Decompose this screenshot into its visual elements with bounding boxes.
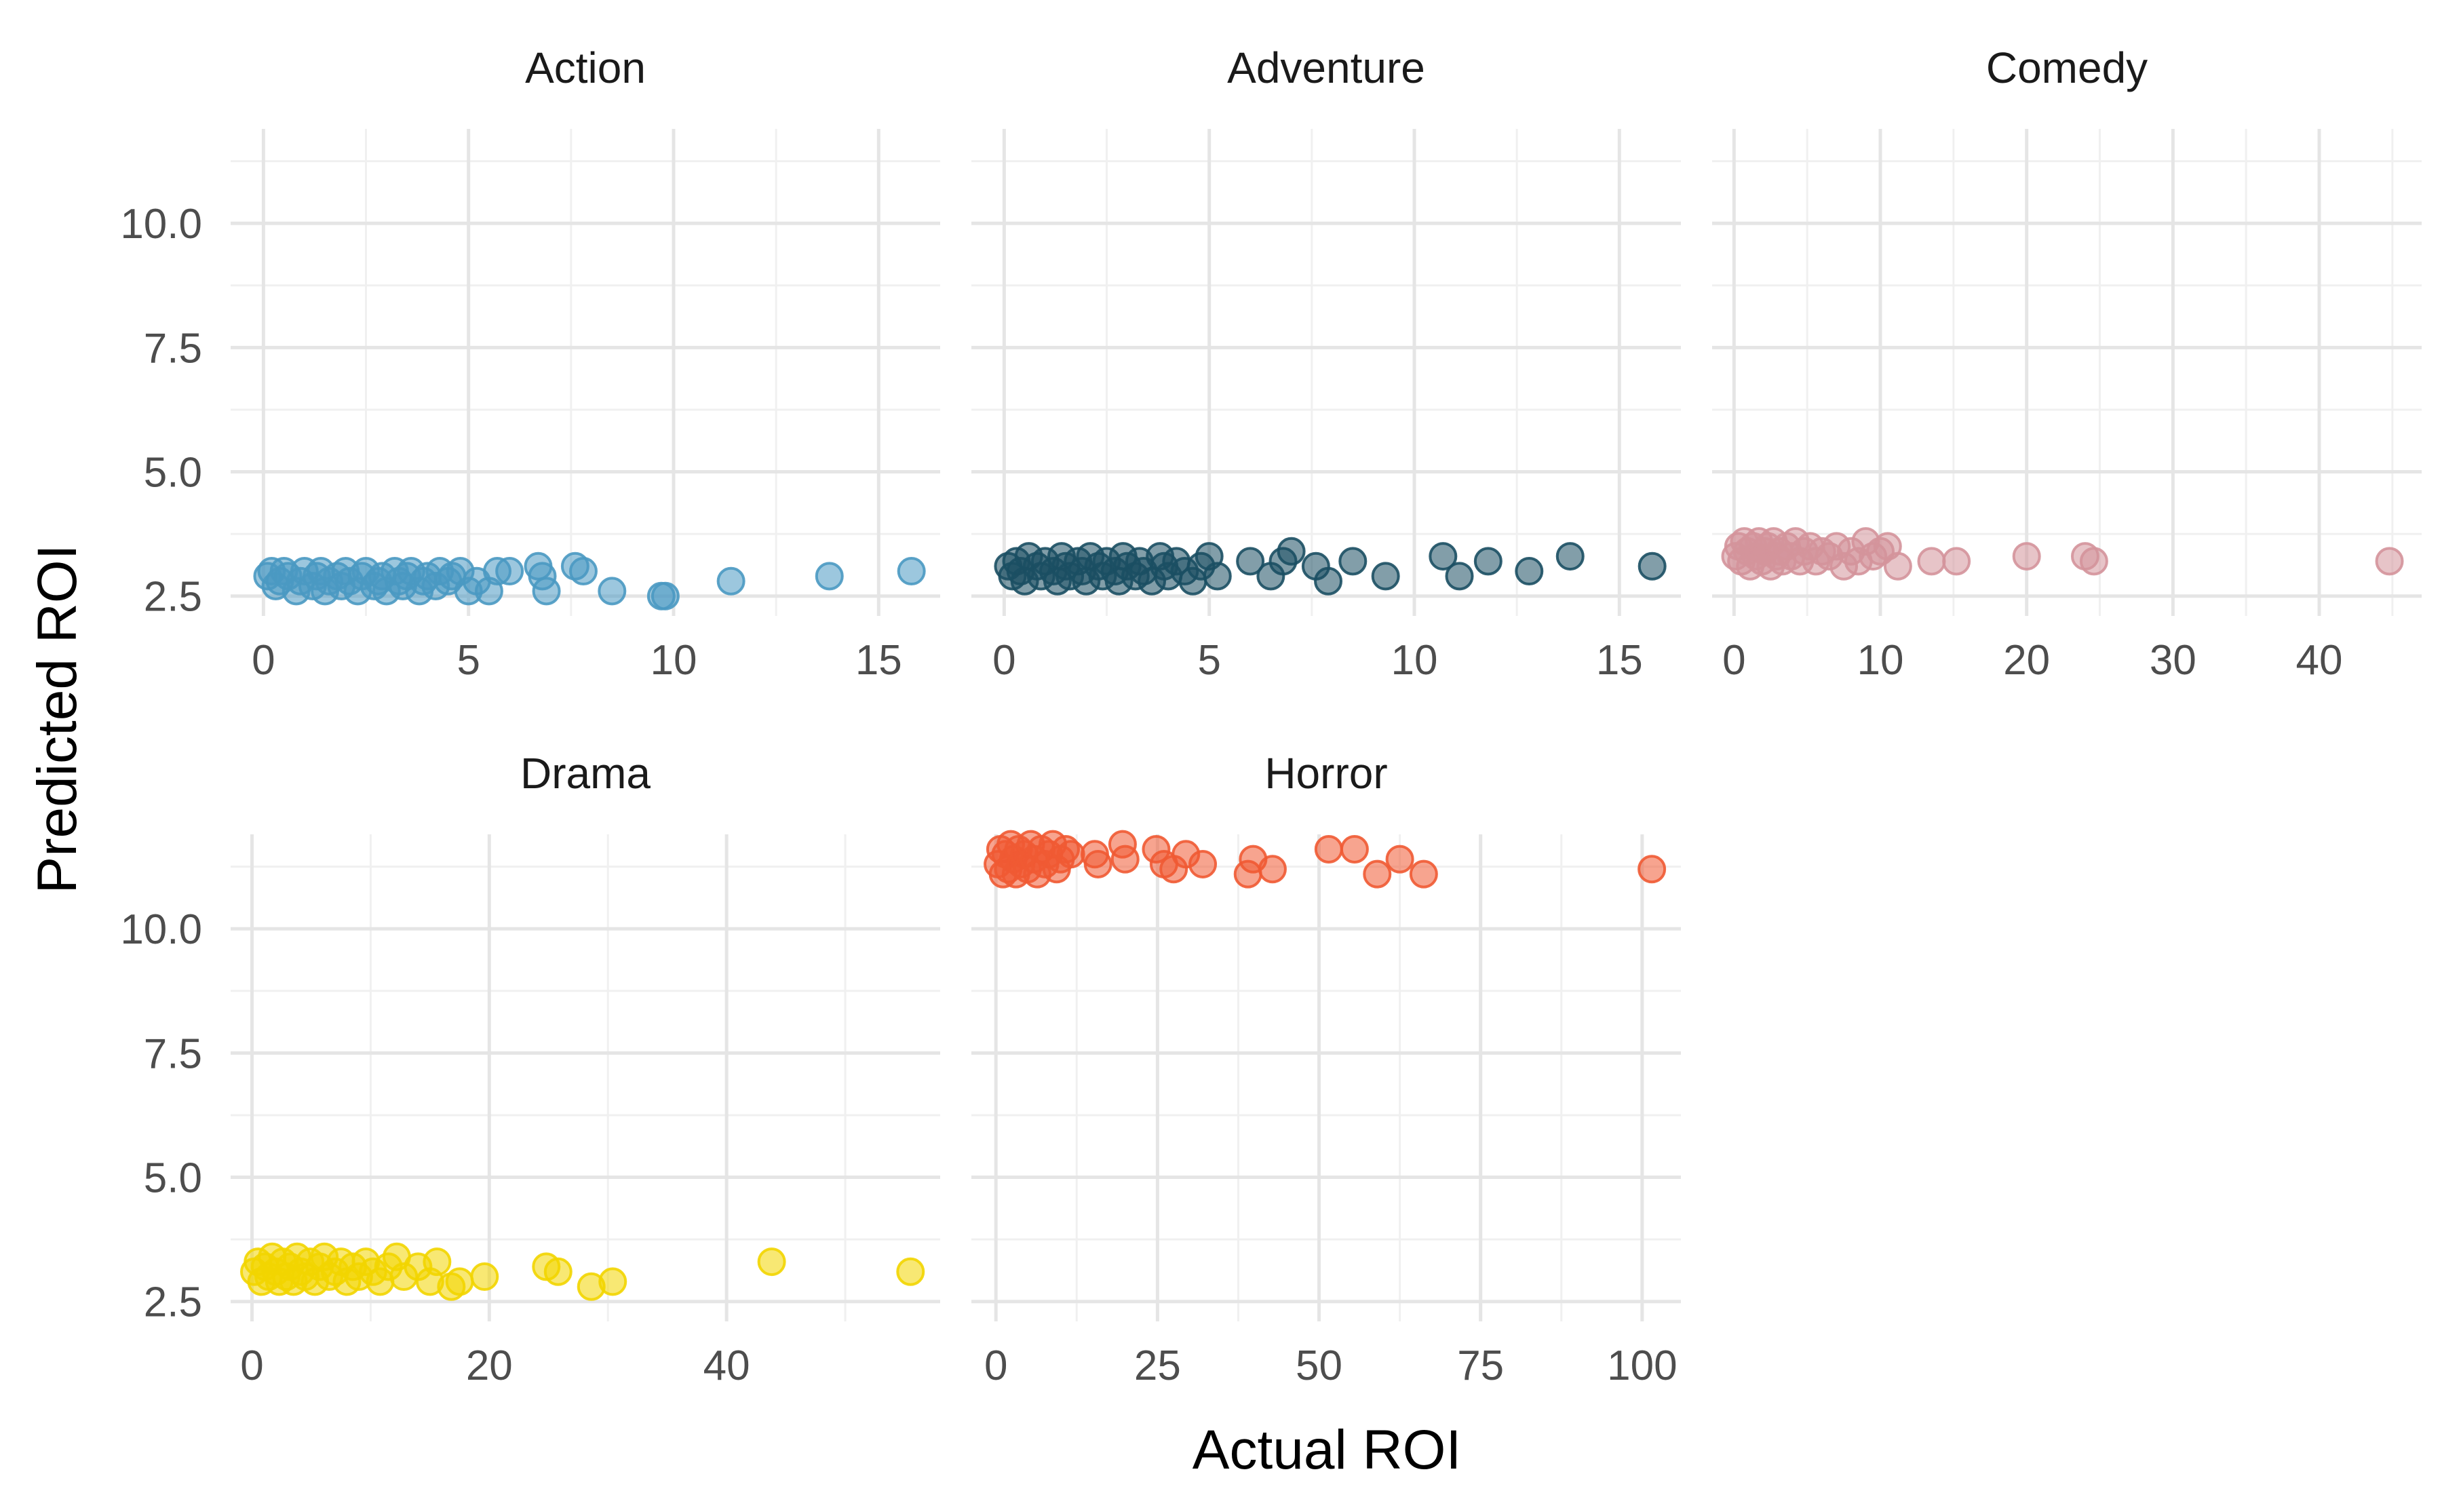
panel-title: Action [525,43,646,92]
data-point [2375,547,2404,576]
x-tick-label: 40 [2296,637,2343,684]
x-tick-label: 20 [466,1342,513,1389]
y-tick-label: 2.5 [144,574,202,621]
x-tick-label: 0 [240,1342,263,1389]
data-point [1883,551,1912,581]
x-tick-label: 15 [1596,637,1643,684]
panel-title: Horror [1264,749,1387,798]
data-point [1277,537,1306,566]
data-point [598,577,627,606]
data-point [1371,562,1400,591]
data-point [1473,547,1503,576]
x-axis-label: Actual ROI [1193,1419,1461,1481]
data-point [598,1267,627,1296]
panel-horror: 0 25 50 75 100 Horror [971,749,1681,1389]
y-tick-label: 5.0 [144,1155,202,1202]
data-point [896,1257,925,1286]
data-point [815,562,844,591]
data-point [2012,542,2041,571]
data-point [1338,547,1368,576]
data-point [1258,855,1287,884]
data-point [423,1247,452,1277]
y-tick-label: 7.5 [144,325,202,372]
x-tick-label: 100 [1607,1342,1677,1389]
data-point [1515,557,1544,586]
data-point [1083,849,1112,878]
data-point [1314,834,1343,864]
data-point [1385,845,1414,874]
x-tick-label: 0 [252,637,275,684]
data-point [1917,547,1946,576]
data-point [897,557,926,586]
x-tick-label: 15 [855,637,902,684]
x-tick-label: 20 [2003,637,2050,684]
x-tick-label: 40 [703,1342,750,1389]
data-point [543,1257,573,1286]
data-point [532,577,561,606]
panels-layer: 2.5 5.0 7.5 10.0 0 5 10 15 Action 0 5 10 15 Adventure… [120,43,2422,1389]
y-tick-label: 10.0 [120,906,202,953]
x-tick-label: 0 [984,1342,1007,1389]
data-point [1110,845,1140,874]
x-tick-label: 10 [1857,637,1904,684]
data-point [1314,566,1343,596]
data-point [1056,840,1085,869]
data-point [1637,551,1667,581]
y-tick-label: 5.0 [144,450,202,497]
x-tick-label: 0 [1722,637,1745,684]
y-tick-label: 2.5 [144,1279,202,1326]
x-tick-label: 50 [1296,1342,1342,1389]
data-point [1188,849,1218,878]
panel-comedy: 0 10 20 30 40 Comedy [1712,43,2422,684]
x-tick-label: 75 [1457,1342,1504,1389]
data-point [568,557,598,586]
data-point [1637,855,1667,884]
data-point [1942,547,1971,576]
x-tick-label: 0 [992,637,1015,684]
x-tick-label: 30 [2150,637,2196,684]
data-point [1363,859,1392,889]
x-tick-label: 10 [651,637,697,684]
panel-title: Adventure [1227,43,1425,92]
data-point [2079,547,2108,576]
y-axis-label: Predicted ROI [26,545,88,894]
panel-adventure: 0 5 10 15 Adventure [971,43,1681,684]
x-tick-label: 10 [1391,637,1438,684]
x-tick-label: 5 [457,637,480,684]
data-point [716,566,745,596]
y-tick-label: 7.5 [144,1030,202,1077]
data-point [1555,542,1585,571]
y-tick-label: 10.0 [120,201,202,248]
data-point [1429,542,1458,571]
data-point [757,1247,786,1277]
x-tick-label: 5 [1197,637,1220,684]
panel-title: Comedy [1986,43,2148,92]
data-point [470,1262,499,1292]
data-point [651,581,680,610]
data-point [495,557,524,586]
data-point [1203,562,1232,591]
data-point [1409,859,1438,889]
x-tick-label: 25 [1134,1342,1181,1389]
data-point [445,1267,474,1296]
panel-action: 2.5 5.0 7.5 10.0 0 5 10 15 Action [120,43,940,684]
panel-drama: 2.5 5.0 7.5 10.0 0 20 40 Drama [120,749,940,1389]
data-point [1445,562,1474,591]
data-point [1236,547,1265,576]
data-point [1340,834,1369,864]
panel-title: Drama [520,749,651,798]
